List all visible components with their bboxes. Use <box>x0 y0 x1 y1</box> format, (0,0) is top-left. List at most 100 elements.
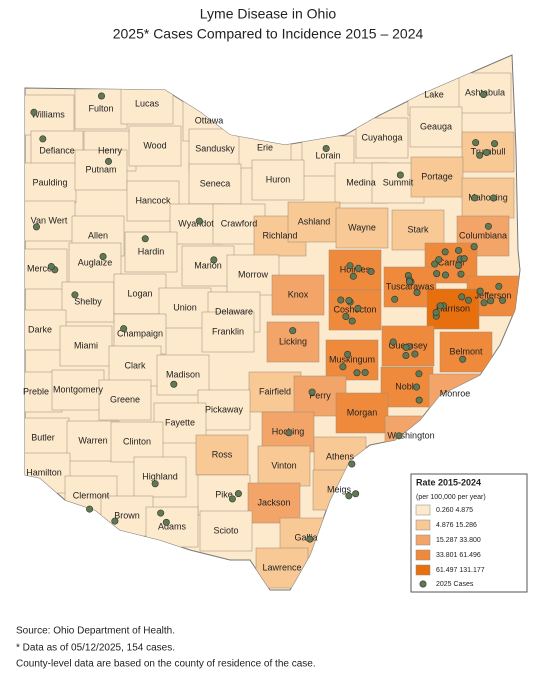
footer-note: County-level data are based on the count… <box>16 659 316 670</box>
county <box>247 482 301 524</box>
county-label: Muskingum <box>329 354 375 364</box>
county-label: Wood <box>143 140 166 150</box>
county <box>25 309 67 351</box>
case-dot <box>480 299 488 307</box>
case-dot <box>405 278 413 286</box>
county-label: Henry <box>98 145 123 155</box>
county-label: Franklin <box>212 326 244 336</box>
county-label: Noble <box>395 381 419 391</box>
county-label: Fayette <box>165 417 195 427</box>
map-subtitle: 2025* Cases Compared to Incidence 2015 –… <box>113 26 424 42</box>
case-dot <box>499 296 507 304</box>
case-dot <box>32 223 40 231</box>
county-label: Pike <box>215 489 233 499</box>
legend-label: 61.497 131.177 <box>436 567 485 574</box>
case-dot <box>97 92 105 100</box>
county-label: Union <box>173 302 197 312</box>
county-label: Allen <box>88 230 108 240</box>
county-label: Hamilton <box>26 467 62 477</box>
legend-subtitle: (per 100,000 per year) <box>416 494 486 501</box>
county <box>25 94 75 136</box>
legend-swatch <box>415 504 431 516</box>
case-dot <box>436 302 444 310</box>
county-label: Delaware <box>215 306 253 316</box>
county-label: Athens <box>326 451 355 461</box>
legend-dot <box>419 580 427 588</box>
case-dot <box>344 350 352 358</box>
case-dot <box>30 108 38 116</box>
county-label: Logan <box>127 288 152 298</box>
case-dot <box>389 338 397 346</box>
legend-label: 4.876 15.286 <box>436 522 477 529</box>
case-dot <box>441 248 449 256</box>
county <box>68 242 122 284</box>
county-label: Greene <box>110 394 140 404</box>
case-dot <box>471 194 479 202</box>
case-dot <box>402 351 410 359</box>
county-label: Madison <box>166 369 200 379</box>
case-dot <box>342 313 350 321</box>
case-dot <box>308 388 316 396</box>
case-dot <box>322 145 330 153</box>
county-label: Portage <box>421 171 453 181</box>
case-dot <box>228 495 236 503</box>
county-label: Clermont <box>73 490 110 500</box>
case-dot <box>415 370 423 378</box>
county-label: Marion <box>194 260 222 270</box>
county <box>61 281 115 323</box>
county-label: Wyandot <box>178 218 214 228</box>
county-label: Geauga <box>420 121 452 131</box>
county-label: Harrison <box>436 303 470 313</box>
county-label: Summit <box>383 177 414 187</box>
case-dot <box>396 171 404 179</box>
county-label: Butler <box>31 432 55 442</box>
county <box>25 200 76 242</box>
county-label: Preble <box>23 386 49 396</box>
case-dot <box>346 262 354 270</box>
county-label: Lorain <box>315 150 340 160</box>
case-dot <box>105 157 113 165</box>
case-dot <box>431 260 439 268</box>
case-dot <box>234 490 242 498</box>
county-label: Scioto <box>213 525 238 535</box>
case-dots <box>30 90 507 543</box>
case-dot <box>391 295 399 303</box>
case-dot <box>480 90 488 98</box>
county <box>409 106 463 148</box>
county-label: Jefferson <box>475 290 512 300</box>
county-label: Ross <box>212 449 233 459</box>
case-dot <box>455 261 463 269</box>
county-label: Tuscarawas <box>386 281 435 291</box>
county-label: Knox <box>288 289 309 299</box>
county-label: Fulton <box>88 103 113 113</box>
case-dot <box>495 282 503 290</box>
county-label: Licking <box>279 336 307 346</box>
legend-label: 15.287 33.800 <box>436 537 481 544</box>
county <box>98 379 152 421</box>
case-dot <box>476 287 484 295</box>
case-dot <box>354 264 362 272</box>
legend-classes: 0.260 4.875 4.876 15.286 15.287 33.800 33.8… <box>415 504 485 588</box>
case-dot <box>490 194 498 202</box>
case-dot <box>395 432 403 440</box>
case-dot <box>349 272 357 280</box>
county-label: Richland <box>262 230 297 240</box>
county <box>110 421 164 463</box>
county-label: Warren <box>78 435 107 445</box>
case-dot <box>413 289 421 297</box>
county-label: Lake <box>424 89 444 99</box>
case-dot <box>339 363 347 371</box>
county-label: Sandusky <box>195 143 235 153</box>
case-dot <box>433 270 441 278</box>
county-label: Fairfield <box>259 386 291 396</box>
legend-label: 33.801 61.496 <box>436 552 481 559</box>
county-label: Crawford <box>221 218 258 228</box>
county <box>226 254 280 296</box>
county-label: Morrow <box>238 269 269 279</box>
county-label: Shelby <box>74 296 102 306</box>
county <box>195 434 249 476</box>
case-dot <box>306 535 314 543</box>
case-dot <box>111 517 119 525</box>
case-dot <box>435 256 443 264</box>
county <box>51 369 105 411</box>
